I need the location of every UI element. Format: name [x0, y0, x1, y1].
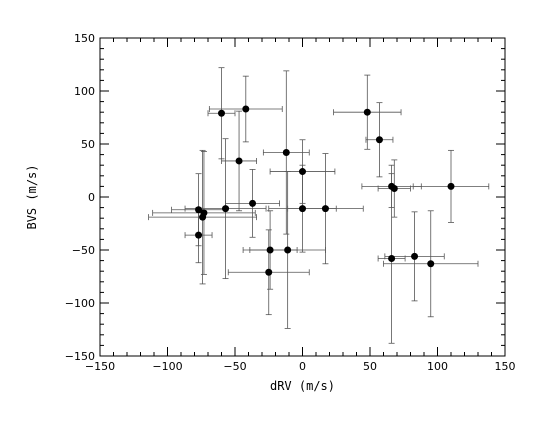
data-point	[284, 246, 292, 254]
data-point	[411, 252, 419, 260]
x-axis-label: dRV (m/s)	[270, 379, 335, 393]
data-point	[390, 185, 398, 193]
data-point	[242, 105, 250, 113]
y-tick-label: −50	[72, 244, 95, 257]
y-tick-label: 0	[88, 191, 95, 204]
data-point	[299, 168, 306, 176]
y-tick-label: 50	[81, 138, 95, 151]
x-tick-label: 150	[495, 360, 516, 373]
x-tick-label: −100	[152, 360, 182, 373]
error-bars	[148, 67, 490, 344]
data-point	[282, 148, 290, 156]
y-tick-label: −150	[65, 350, 95, 363]
data-point	[222, 205, 230, 213]
data-point	[266, 246, 274, 254]
data-point	[321, 205, 329, 213]
data-point	[195, 206, 203, 214]
tick-labels: −150 −100 −50 0 50 100 150 −150 −100 −50 0 50 100 150	[65, 32, 516, 373]
data-point	[195, 231, 203, 239]
data-point	[249, 199, 257, 207]
data-point	[199, 213, 207, 221]
data-points	[195, 105, 455, 276]
y-tick-label: 100	[74, 85, 95, 98]
x-tick-label: 0	[299, 360, 306, 373]
data-point	[235, 157, 243, 165]
data-point	[427, 260, 435, 268]
data-point	[218, 109, 225, 117]
x-tick-label: 100	[427, 360, 448, 373]
x-tick-label: −150	[85, 360, 115, 373]
data-point	[375, 136, 383, 144]
data-point	[447, 182, 455, 190]
y-axis-label: BVS (m/s)	[25, 164, 39, 229]
x-tick-label: −50	[223, 360, 246, 373]
data-point	[388, 254, 396, 262]
x-tick-label: 50	[363, 360, 377, 373]
plot-frame	[99, 37, 506, 357]
data-point	[265, 268, 273, 276]
y-tick-label: −100	[65, 297, 95, 310]
y-tick-label: 150	[74, 32, 95, 45]
data-point	[363, 108, 371, 116]
data-point	[299, 205, 306, 213]
